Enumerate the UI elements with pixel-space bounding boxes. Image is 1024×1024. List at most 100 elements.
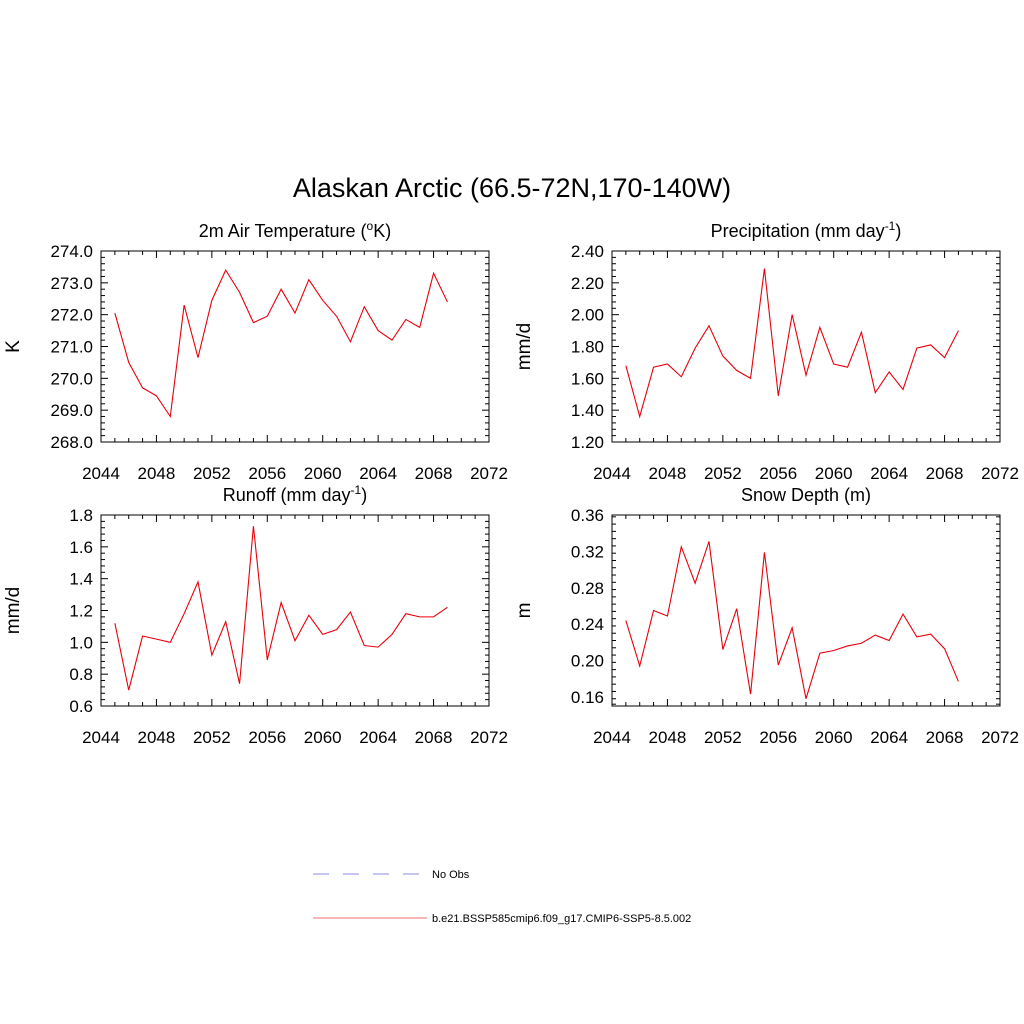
data-point-runoff-2065: [391, 634, 392, 635]
data-point-runoff-2064: [378, 647, 379, 648]
data-point-snow-depth-2061: [847, 645, 848, 646]
panel-title-runoff: Runoff (mm day-1): [223, 483, 367, 505]
data-point-runoff-2055: [253, 526, 254, 527]
data-point-runoff-2049: [170, 642, 171, 643]
x-tick-label-snow-depth-2044: 2044: [593, 728, 631, 747]
x-tick-label-temperature-2056: 2056: [248, 464, 286, 483]
data-point-runoff-2054: [239, 683, 240, 684]
x-tick-label-runoff-2064: 2064: [359, 728, 397, 747]
x-tick-label-temperature-2048: 2048: [138, 464, 176, 483]
x-tick-label-precipitation-2072: 2072: [981, 464, 1019, 483]
data-point-snow-depth-2058: [805, 698, 806, 699]
data-point-precipitation-2047: [653, 367, 654, 368]
x-tick-label-precipitation-2044: 2044: [593, 464, 631, 483]
data-point-snow-depth-2060: [833, 650, 834, 651]
y-tick-label-temperature-4: 272.0: [50, 306, 93, 325]
data-point-snow-depth-2062: [861, 643, 862, 644]
data-point-precipitation-2059: [819, 327, 820, 328]
data-point-temperature-2049: [170, 416, 171, 417]
data-point-temperature-2050: [184, 305, 185, 306]
data-point-runoff-2068: [433, 616, 434, 617]
data-point-snow-depth-2053: [736, 608, 737, 609]
y-tick-label-snow-depth-2: 0.24: [571, 615, 604, 634]
data-point-temperature-2051: [197, 357, 198, 358]
x-tick-label-precipitation-2056: 2056: [759, 464, 797, 483]
x-tick-label-runoff-2072: 2072: [470, 728, 508, 747]
panel-title-main-temperature: 2m Air Temperature (: [199, 221, 367, 241]
y-tick-label-runoff-0: 0.6: [69, 697, 93, 716]
data-point-runoff-2066: [405, 613, 406, 614]
x-ticks-runoff: [100, 515, 490, 706]
data-point-precipitation-2054: [750, 378, 751, 379]
data-point-precipitation-2051: [708, 325, 709, 326]
y-tick-label-runoff-5: 1.6: [69, 538, 93, 557]
y-tick-label-precipitation-0: 1.20: [571, 433, 604, 452]
y-tick-label-runoff-1: 0.8: [69, 665, 93, 684]
data-point-temperature-2059: [308, 279, 309, 280]
y-axis-label-precipitation: mm/d: [514, 323, 535, 371]
data-point-temperature-2046: [128, 362, 129, 363]
data-point-temperature-2063: [364, 306, 365, 307]
data-point-precipitation-2063: [875, 392, 876, 393]
data-point-precipitation-2056: [778, 395, 779, 396]
data-point-runoff-2062: [350, 611, 351, 612]
y-tick-label-precipitation-4: 2.00: [571, 306, 604, 325]
data-point-snow-depth-2067: [930, 634, 931, 635]
y-tick-label-snow-depth-5: 0.36: [571, 506, 604, 525]
data-point-runoff-2056: [267, 659, 268, 660]
data-point-temperature-2054: [239, 292, 240, 293]
data-point-precipitation-2053: [736, 370, 737, 371]
data-point-temperature-2065: [391, 340, 392, 341]
data-point-snow-depth-2068: [944, 648, 945, 649]
data-point-runoff-2046: [128, 689, 129, 690]
y-ticks-snow-depth: [612, 516, 1000, 707]
data-point-snow-depth-2069: [958, 681, 959, 682]
y-tick-label-precipitation-1: 1.40: [571, 401, 604, 420]
y-tick-label-temperature-5: 273.0: [50, 274, 93, 293]
data-point-snow-depth-2054: [750, 694, 751, 695]
x-tick-label-precipitation-2048: 2048: [649, 464, 687, 483]
data-point-precipitation-2066: [916, 347, 917, 348]
x-ticks-snow-depth: [611, 515, 1001, 706]
legend-label-model: b.e21.BSSP585cmip6.f09_g17.CMIP6-SSP5-8.…: [432, 913, 691, 925]
data-point-precipitation-2069: [958, 330, 959, 331]
panel-title-main-precipitation: Precipitation (mm day: [711, 221, 885, 241]
x-tick-label-snow-depth-2068: 2068: [926, 728, 964, 747]
data-point-runoff-2067: [419, 616, 420, 617]
series-line-runoff-0: [114, 526, 448, 691]
data-point-precipitation-2062: [861, 332, 862, 333]
y-tick-label-runoff-6: 1.8: [69, 506, 93, 525]
y-tick-label-precipitation-5: 2.20: [571, 274, 604, 293]
data-point-temperature-2045: [114, 312, 115, 313]
data-point-snow-depth-2065: [902, 614, 903, 615]
data-point-precipitation-2045: [625, 365, 626, 366]
x-tick-label-runoff-2056: 2056: [248, 728, 286, 747]
x-tick-label-temperature-2044: 2044: [82, 464, 120, 483]
series-line-snow-depth-0: [625, 541, 959, 699]
data-point-runoff-2063: [364, 645, 365, 646]
panel-title-suffix-runoff: ): [361, 485, 367, 505]
data-point-snow-depth-2051: [708, 541, 709, 542]
data-point-snow-depth-2066: [916, 636, 917, 637]
x-tick-label-precipitation-2064: 2064: [870, 464, 908, 483]
y-tick-label-temperature-0: 268.0: [50, 433, 93, 452]
data-point-snow-depth-2049: [681, 546, 682, 547]
data-point-snow-depth-2046: [639, 665, 640, 666]
legend-label-no-obs: No Obs: [432, 869, 470, 881]
data-point-snow-depth-2056: [778, 664, 779, 665]
y-axis-label-runoff: mm/d: [3, 587, 24, 635]
data-point-temperature-2062: [350, 341, 351, 342]
data-point-snow-depth-2064: [889, 640, 890, 641]
data-point-snow-depth-2052: [722, 649, 723, 650]
y-tick-label-snow-depth-3: 0.28: [571, 579, 604, 598]
data-point-snow-depth-2047: [653, 610, 654, 611]
x-tick-label-temperature-2064: 2064: [359, 464, 397, 483]
panels: 2044 2048 2052 2056 2060 2064 2068 2072 268.0 269…: [3, 219, 1019, 747]
data-point-temperature-2060: [322, 300, 323, 301]
panel-runoff: 2044 2048 2052 2056 2060 2064 2068 2072 0.6 0.8 1.…: [3, 483, 508, 747]
y-tick-label-snow-depth-4: 0.32: [571, 542, 604, 561]
data-point-precipitation-2050: [695, 347, 696, 348]
data-point-runoff-2057: [281, 602, 282, 603]
x-tick-label-precipitation-2052: 2052: [704, 464, 742, 483]
data-point-snow-depth-2057: [792, 627, 793, 628]
